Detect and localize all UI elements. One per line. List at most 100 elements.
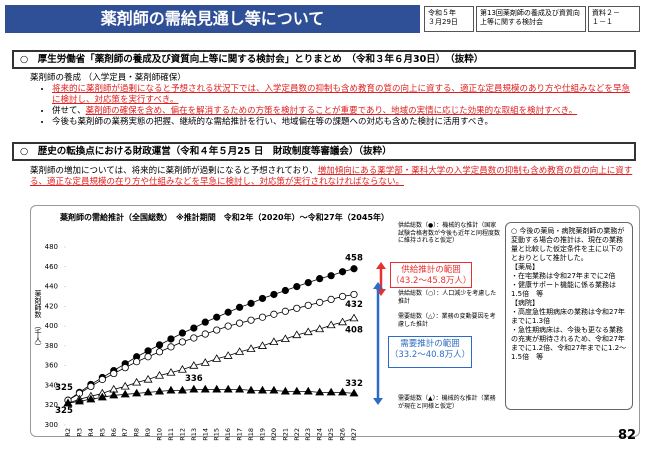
meeting-box: 第13回薬剤師の養成及び資質向上等に関する検討会 (476, 6, 586, 32)
data-point (144, 353, 152, 361)
note-line: 【病院】 (511, 299, 539, 307)
data-point (120, 389, 130, 398)
x-tick-label: R11 (167, 428, 175, 441)
x-tick-label: R4 (87, 428, 95, 437)
chart-frame (30, 205, 640, 437)
section-body: 薬剤師の養成 （入学定員・薬剤師確保） 将来的に薬剤師が過剰になると予想される状… (30, 73, 636, 128)
emphasis-text: 薬剤師の確保を含め、偏在を解消するための方策を検討することが重要であり、地域の実… (85, 106, 578, 116)
arrow-head (373, 398, 383, 405)
date-box: 令和５年 ３月29日 (424, 6, 474, 32)
data-point (144, 347, 152, 355)
data-point (338, 268, 347, 276)
data-point (338, 387, 348, 396)
y-tick-label: 380 (45, 342, 58, 350)
x-tick-label: R25 (327, 428, 335, 441)
x-tick-label: R27 (350, 428, 358, 441)
data-point (223, 351, 233, 359)
data-point (143, 387, 153, 396)
data-point (338, 317, 348, 326)
x-tick-label: R15 (213, 428, 221, 441)
data-point (246, 385, 256, 394)
x-tick-label: R21 (281, 428, 289, 441)
note-line: ○ 今後の薬局・病院薬剤師の業務が変動する場合の推計は、現在の業務量と比較した仮… (511, 227, 625, 262)
series-line (67, 294, 355, 401)
range-title: 需要推計の範囲 (400, 339, 460, 349)
x-tick-label: R7 (121, 428, 129, 437)
data-label: 432 (345, 300, 363, 310)
data-point (270, 290, 278, 299)
data-point (292, 330, 302, 339)
data-point (201, 330, 209, 338)
data-point (281, 286, 289, 295)
data-point (155, 348, 164, 356)
y-tick-label: 320 (45, 401, 58, 409)
note-line: ・健康サポート機能に係る業務は1.5倍 等 (511, 281, 616, 298)
data-point (212, 384, 222, 393)
range-detail: （43.2～45.8万人） (391, 276, 472, 286)
data-point (236, 319, 244, 327)
x-tick-label: R8 (133, 428, 141, 437)
x-tick-label: R19 (258, 428, 266, 441)
chart-title: 薬剤師の需給推計（全国総数） ※推計期間 令和2年（2020年）～令和27年（2… (60, 213, 390, 222)
data-point (143, 374, 153, 383)
y-axis-unit: （千人） (34, 322, 42, 350)
y-tick-label: 400 (45, 322, 58, 330)
x-tick-label: R26 (339, 428, 347, 441)
data-point (303, 386, 313, 395)
data-point (350, 290, 358, 299)
data-point (304, 278, 312, 287)
data-point (349, 313, 359, 322)
x-tick-label: R23 (304, 428, 312, 441)
arrow-head (373, 282, 383, 289)
data-point (269, 385, 279, 394)
data-point (327, 272, 335, 280)
bullet: 今後も薬剤師の業務実態の把握、継続的な需給推計を行い、地域偏在等の課題への対応も… (52, 117, 636, 128)
data-point (315, 387, 325, 396)
range-box: 需要推計の範囲 （33.2～40.8万人） (388, 336, 472, 368)
data-point (98, 375, 106, 384)
data-point (326, 320, 336, 329)
x-tick-label: R17 (236, 428, 244, 441)
range-title: 供給推計の範囲 (401, 265, 461, 275)
x-tick-label: R20 (270, 428, 278, 441)
data-label: 458 (345, 253, 363, 263)
data-point (292, 386, 302, 395)
data-point (166, 385, 176, 394)
data-point (167, 343, 175, 351)
section-heading: ○ 歴史の転換点における財政運営（令和４年５月25 日 財政制度等審議会）（抜粋… (12, 142, 636, 161)
data-point (155, 370, 165, 379)
data-point (236, 303, 244, 311)
data-point (280, 386, 290, 395)
slide-title: 薬剤師の需給見通し等について (5, 5, 420, 33)
data-point (86, 394, 96, 403)
legend-entry: 需要総数（▲）：機械的な推計（業務が現在と同様と仮定） (398, 395, 496, 410)
data-point (212, 354, 222, 362)
x-tick-label: R6 (110, 428, 118, 437)
data-point (213, 326, 221, 334)
note-line: ・急性期病床は、今後も更なる業務の充実が期待されるため、令和27年までに1.2倍… (511, 326, 627, 361)
data-label: 325 (55, 406, 73, 416)
data-point (293, 304, 301, 312)
emphasis-text: 増加傾向にある薬学部・薬科大学の入学定員数の抑制も含め教育の質の向上に資する、適… (30, 166, 633, 187)
data-point (257, 385, 267, 394)
legend-entry: 供給総数（○）：人口減少を考慮した推計 (398, 290, 497, 305)
data-point (350, 265, 358, 273)
data-point (200, 384, 210, 393)
data-point (247, 316, 255, 324)
data-label: 336 (185, 374, 203, 384)
data-point (269, 337, 279, 345)
subheading: 薬剤師の養成 （入学定員・薬剤師確保） (30, 73, 186, 83)
data-point (167, 335, 175, 343)
data-point (213, 313, 221, 321)
arrow-head (376, 262, 386, 269)
data-point (189, 361, 199, 369)
x-tick-label: R10 (156, 428, 164, 441)
data-point (133, 358, 141, 366)
data-point (189, 384, 199, 393)
data-label: 408 (345, 326, 363, 336)
range-detail: （33.2～40.8万人） (389, 350, 471, 360)
data-point (177, 365, 187, 373)
data-point (110, 369, 118, 378)
x-tick-label: R22 (293, 428, 301, 441)
